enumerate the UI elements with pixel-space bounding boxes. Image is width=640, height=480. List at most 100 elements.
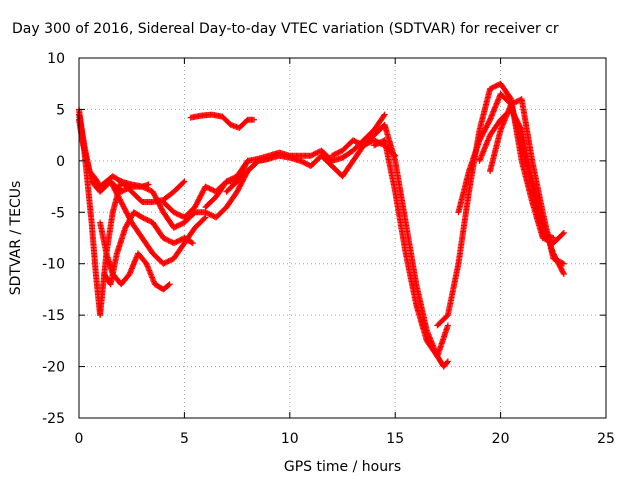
data-point bbox=[147, 187, 154, 194]
data-point bbox=[558, 259, 565, 266]
data-point bbox=[231, 174, 238, 181]
data-point bbox=[550, 255, 557, 262]
data-point bbox=[172, 224, 179, 231]
data-point bbox=[176, 237, 183, 244]
x-tick-label: 10 bbox=[281, 431, 299, 447]
data-point bbox=[512, 99, 519, 106]
data-point bbox=[170, 209, 177, 216]
data-point bbox=[205, 184, 212, 191]
data-point bbox=[330, 152, 337, 159]
data-point bbox=[119, 188, 126, 195]
data-point bbox=[207, 186, 214, 193]
axis-ticks: 0 5 10 15 20 25 -25 -20 -15 -10 -5 0 5 10 bbox=[42, 51, 615, 447]
data-point bbox=[513, 98, 520, 105]
data-point bbox=[177, 236, 184, 243]
y-tick-label: -25 bbox=[42, 411, 65, 427]
data-point bbox=[487, 85, 494, 92]
data-point bbox=[336, 148, 343, 155]
data-point bbox=[332, 150, 339, 157]
data-point bbox=[510, 100, 517, 106]
data-point bbox=[202, 183, 209, 190]
data-point bbox=[143, 185, 150, 192]
data-point bbox=[172, 209, 179, 216]
data-point bbox=[165, 237, 172, 244]
data-point bbox=[203, 184, 210, 191]
y-tick-label: -15 bbox=[42, 308, 65, 324]
data-point bbox=[380, 112, 387, 119]
data-point bbox=[560, 269, 567, 276]
data-point bbox=[560, 271, 567, 277]
data-point bbox=[176, 211, 183, 218]
y-tick-label: 5 bbox=[56, 102, 65, 118]
data-point bbox=[201, 215, 208, 222]
data-point bbox=[141, 184, 148, 191]
data-point bbox=[230, 175, 237, 182]
series-6 bbox=[187, 111, 257, 131]
series-7 bbox=[118, 155, 272, 231]
data-point bbox=[206, 185, 213, 192]
data-point bbox=[168, 238, 175, 245]
data-point bbox=[120, 187, 127, 194]
data-point bbox=[560, 260, 567, 267]
data-point bbox=[202, 209, 209, 216]
data-point bbox=[173, 210, 180, 217]
x-tick-label: 5 bbox=[180, 431, 189, 447]
data-point bbox=[507, 94, 514, 101]
data-point bbox=[381, 111, 388, 118]
data-point bbox=[556, 258, 563, 265]
data-points bbox=[76, 80, 567, 370]
data-point bbox=[309, 152, 316, 159]
data-point bbox=[560, 229, 567, 236]
data-point bbox=[250, 116, 257, 123]
data-point bbox=[144, 217, 151, 223]
data-point bbox=[299, 159, 306, 166]
data-point bbox=[492, 83, 499, 90]
data-point bbox=[206, 211, 213, 218]
data-point bbox=[174, 211, 181, 218]
data-point bbox=[372, 141, 379, 148]
data-point bbox=[554, 257, 561, 264]
data-point bbox=[307, 152, 314, 159]
data-point bbox=[371, 142, 378, 149]
data-point bbox=[508, 101, 515, 108]
data-point bbox=[174, 238, 181, 245]
y-tick-label: -20 bbox=[42, 360, 65, 376]
data-point bbox=[223, 178, 230, 185]
data-point bbox=[209, 186, 216, 193]
data-point bbox=[328, 152, 335, 159]
data-point bbox=[145, 181, 152, 188]
data-point bbox=[314, 149, 321, 156]
data-point bbox=[160, 235, 167, 241]
data-point bbox=[310, 151, 317, 158]
data-point bbox=[168, 256, 175, 263]
x-axis-label: GPS time / hours bbox=[284, 459, 401, 475]
data-point bbox=[539, 235, 546, 241]
data-point bbox=[376, 139, 383, 146]
data-point bbox=[118, 188, 125, 195]
data-point bbox=[301, 159, 308, 166]
data-point bbox=[552, 256, 559, 263]
data-point bbox=[139, 214, 146, 221]
x-tick-label: 15 bbox=[386, 431, 404, 447]
data-point bbox=[177, 221, 184, 228]
data-point bbox=[559, 260, 566, 267]
data-point bbox=[202, 214, 209, 221]
data-point bbox=[145, 186, 152, 193]
data-point bbox=[189, 240, 196, 247]
data-point bbox=[143, 216, 150, 223]
data-point bbox=[509, 100, 516, 107]
data-point bbox=[203, 209, 210, 216]
data-point bbox=[177, 212, 184, 219]
data-point bbox=[209, 212, 216, 219]
data-point bbox=[228, 175, 235, 182]
series-9 bbox=[202, 111, 388, 211]
data-point bbox=[173, 223, 180, 230]
data-point bbox=[140, 184, 147, 191]
data-point bbox=[335, 149, 342, 156]
data-point bbox=[353, 139, 360, 146]
data-point bbox=[311, 150, 318, 157]
x-tick-label: 20 bbox=[492, 431, 510, 447]
data-point bbox=[375, 140, 382, 147]
data-point bbox=[178, 220, 185, 227]
data-point bbox=[302, 160, 309, 167]
